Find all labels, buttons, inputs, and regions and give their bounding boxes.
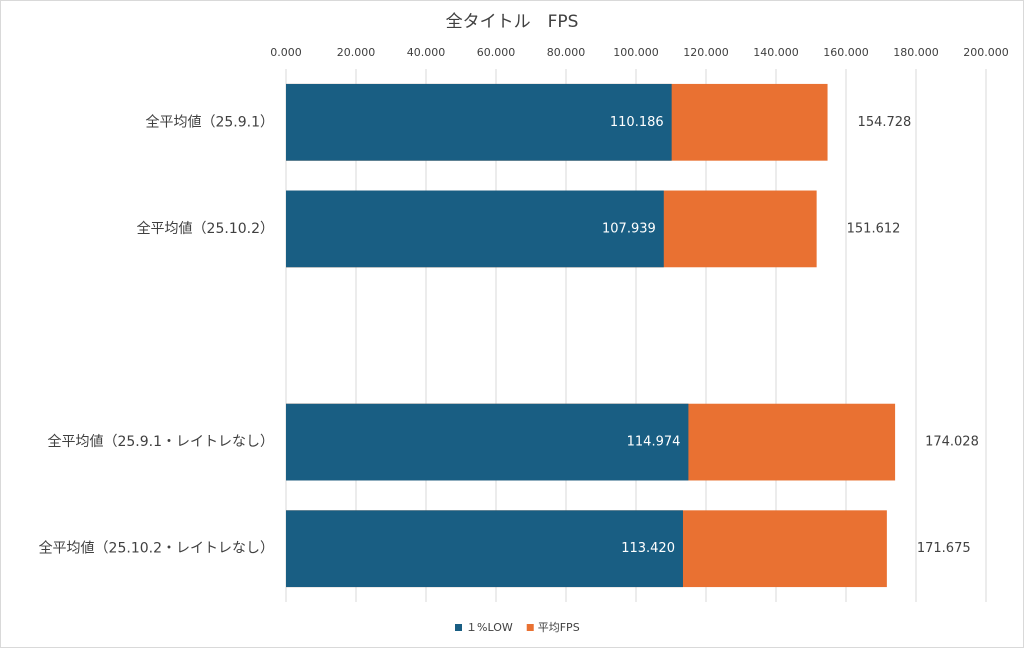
x-tick-label: 120.000 — [683, 46, 729, 59]
data-label: 113.420 — [621, 541, 675, 556]
data-label: 154.728 — [858, 115, 912, 130]
x-tick-label: 0.000 — [270, 46, 302, 59]
x-tick-label: 100.000 — [613, 46, 659, 59]
y-tick-label: 全平均値（25.10.2・レイトレなし） — [39, 540, 274, 557]
bar — [286, 83, 672, 161]
y-tick-label: 全平均値（25.9.1・レイトレなし） — [47, 433, 274, 450]
x-tick-label: 20.000 — [337, 46, 376, 59]
legend-label: １%LOW — [466, 621, 513, 634]
x-tick-label: 80.000 — [547, 46, 586, 59]
x-tick-label: 60.000 — [477, 46, 516, 59]
x-tick-label: 160.000 — [823, 46, 869, 59]
x-tick-label: 40.000 — [407, 46, 446, 59]
data-label: 110.186 — [610, 115, 664, 130]
data-label: 151.612 — [847, 221, 901, 236]
x-tick-label: 200.000 — [963, 46, 1009, 59]
data-label: 171.675 — [917, 541, 971, 556]
bar — [286, 190, 664, 268]
y-tick-label: 全平均値（25.10.2） — [137, 220, 274, 237]
bar — [286, 403, 689, 481]
chart-title: 全タイトル FPS — [446, 12, 579, 32]
legend-label: 平均FPS — [538, 621, 580, 634]
bar — [286, 510, 683, 588]
y-tick-label: 全平均値（25.9.1） — [145, 113, 274, 130]
data-label: 107.939 — [602, 221, 656, 236]
legend-swatch — [526, 624, 534, 631]
legend-swatch — [455, 624, 462, 631]
data-label: 114.974 — [627, 435, 681, 450]
data-label: 174.028 — [925, 435, 979, 450]
x-tick-label: 180.000 — [893, 46, 939, 59]
x-tick-label: 140.000 — [753, 46, 799, 59]
